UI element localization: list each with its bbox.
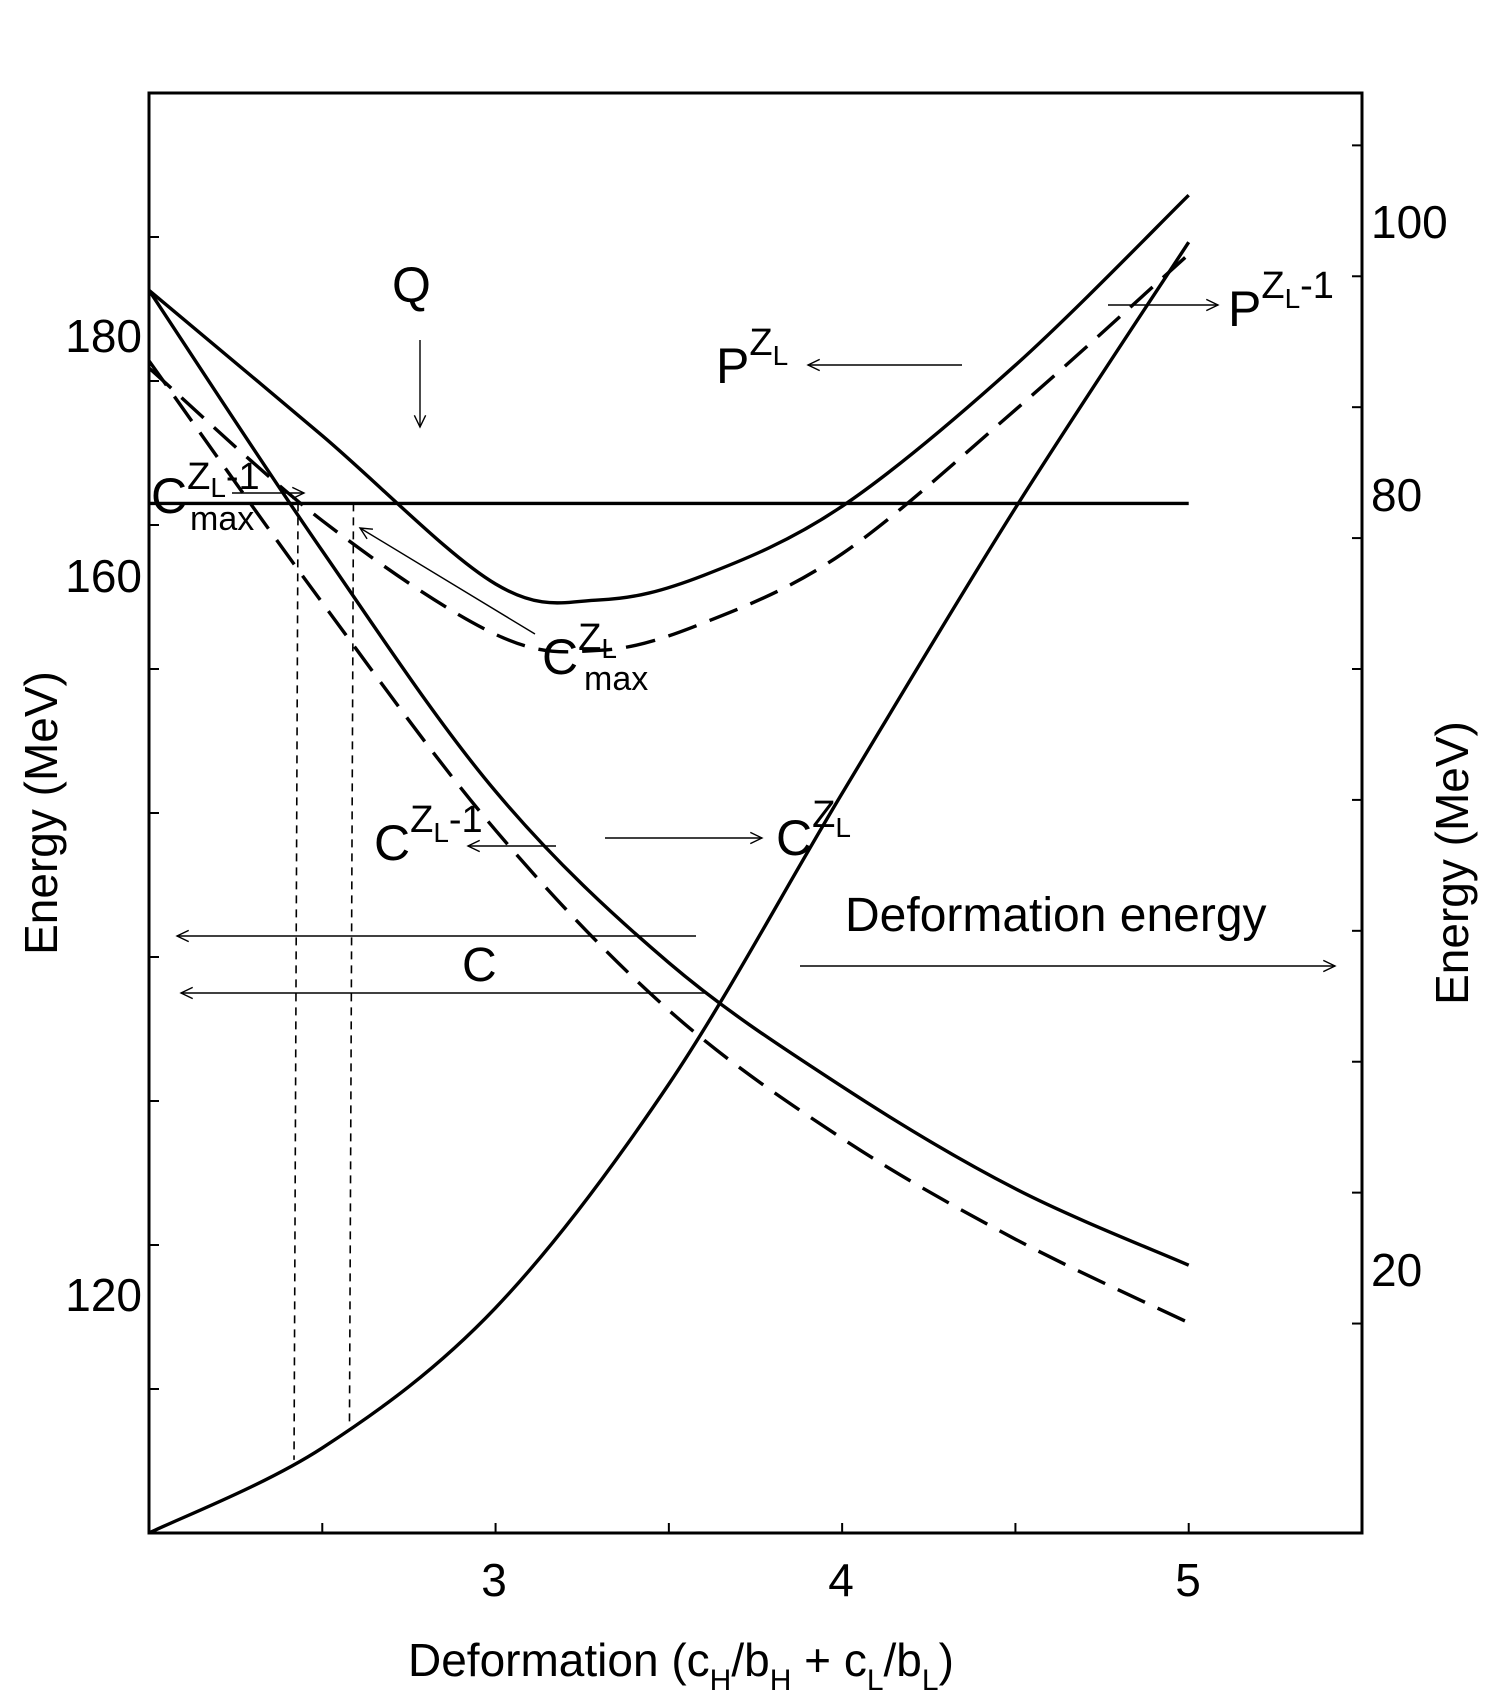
- arrow-deformation-energy-head: [1322, 959, 1337, 973]
- label-c-zl-minus-1: CZL-1: [374, 799, 483, 871]
- arrow-c-zl-head: [749, 831, 764, 845]
- arrow-c-zl-minus-1-head: [466, 839, 481, 853]
- label-c-max-zl-minus-1: CZL-1: [151, 456, 260, 524]
- label-p-zl: PZL: [716, 322, 788, 394]
- c-max-guide-2: [348, 503, 355, 1423]
- y-axis-title-left: Energy (MeV): [15, 671, 67, 955]
- x-tick-label-3: 3: [481, 1554, 507, 1606]
- arrow-p-zl-head: [806, 358, 821, 372]
- label-c-zl: CZL: [776, 794, 851, 866]
- x-tick-label-4: 4: [828, 1554, 854, 1606]
- series-c-z-l-1: [147, 359, 1190, 1325]
- series-p-z-l-1: [147, 253, 1190, 654]
- axis-ticks: [149, 144, 1362, 1533]
- arrow-c-max-zl-head: [358, 527, 374, 540]
- series-c-z-l: [147, 289, 1190, 1267]
- x-axis-formula-sub-h2: H: [770, 1664, 792, 1697]
- x-axis-formula-mid2: + c: [791, 1634, 866, 1686]
- plot-frame: [147, 91, 1364, 1535]
- annotation-arrows: [175, 298, 1337, 1000]
- x-axis-title: Deformation (cH/bH + cL/bL): [408, 1634, 954, 1697]
- x-axis-formula-close: ): [939, 1634, 954, 1686]
- label-deformation-energy: Deformation energy: [845, 889, 1267, 942]
- y-left-tick-label-180: 180: [65, 310, 142, 362]
- series-deformation-energy: [148, 241, 1191, 1535]
- arrow-c-upper-head: [175, 929, 190, 943]
- y-left-tick-label-160: 160: [65, 550, 142, 602]
- y-right-tick-label-100: 100: [1371, 196, 1448, 248]
- x-axis-formula-sub-l: L: [867, 1664, 884, 1697]
- x-tick-label-5: 5: [1175, 1554, 1201, 1606]
- chart-series: [147, 193, 1191, 1535]
- label-q: Q: [392, 257, 431, 313]
- x-axis-formula-open: (c: [671, 1634, 709, 1686]
- arrow-p-zl-minus-1-head: [1205, 298, 1220, 312]
- x-axis-formula-mid1: /b: [731, 1634, 769, 1686]
- y-right-tick-label-80: 80: [1371, 469, 1422, 521]
- label-c-max-zl-sub: max: [584, 660, 648, 698]
- label-c: C: [462, 939, 497, 992]
- arrow-q-head: [413, 414, 427, 429]
- y-right-tick-label-20: 20: [1371, 1244, 1422, 1296]
- x-axis-formula-sub-h: H: [710, 1664, 732, 1697]
- label-p-zl-minus-1: PZL-1: [1228, 265, 1334, 337]
- x-axis-formula-sub-l2: L: [922, 1664, 939, 1697]
- label-c-max-zl-minus-1-sub: max: [190, 500, 254, 538]
- label-c-max-zl: CZL: [542, 617, 617, 685]
- arrow-c-max-zl-minus-1-head: [291, 486, 306, 500]
- x-axis-title-word: Deformation: [408, 1634, 659, 1686]
- c-max-guide-1: [293, 503, 299, 1460]
- series-p-z-l: [147, 193, 1190, 605]
- y-axis-title-right: Energy (MeV): [1426, 721, 1478, 1005]
- arrow-c-max-zl: [359, 527, 536, 635]
- x-axis-formula-mid3: /b: [884, 1634, 922, 1686]
- arrow-c-lower-head: [179, 986, 194, 1000]
- c-max-guide-lines: [293, 503, 355, 1460]
- y-left-tick-label-120: 120: [65, 1269, 142, 1321]
